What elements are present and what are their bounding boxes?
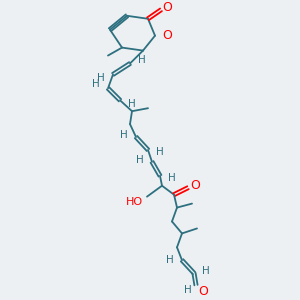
Text: O: O: [190, 179, 200, 192]
Text: O: O: [198, 285, 208, 298]
Text: H: H: [136, 155, 144, 165]
Text: H: H: [128, 99, 136, 109]
Text: H: H: [156, 147, 164, 157]
Text: H: H: [202, 266, 210, 276]
Text: H: H: [138, 55, 146, 64]
Text: HO: HO: [126, 196, 143, 207]
Text: H: H: [120, 130, 128, 140]
Text: O: O: [162, 1, 172, 14]
Text: H: H: [184, 285, 192, 295]
Text: O: O: [162, 29, 172, 42]
Text: H: H: [168, 173, 176, 183]
Text: H: H: [166, 255, 174, 265]
Text: H: H: [92, 80, 100, 89]
Text: H: H: [97, 74, 105, 83]
